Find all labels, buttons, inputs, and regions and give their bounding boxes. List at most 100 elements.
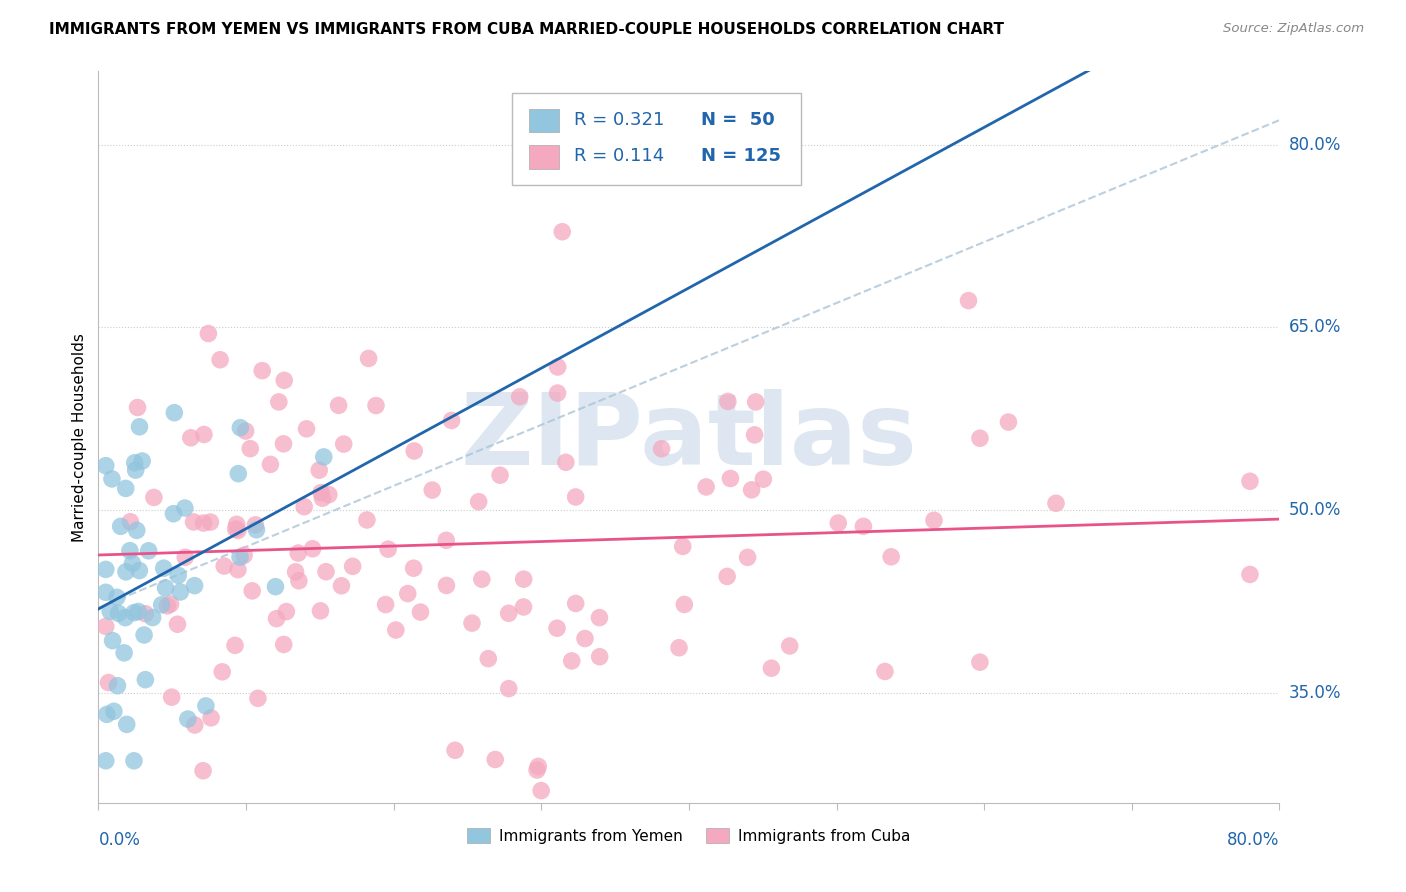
Point	[121, 557, 143, 571]
Point	[200, 711, 222, 725]
Point	[301, 541, 323, 556]
Text: Source: ZipAtlas.com: Source: ZipAtlas.com	[1223, 22, 1364, 36]
Point	[546, 621, 568, 635]
Point	[489, 468, 512, 483]
Point	[276, 605, 298, 619]
Point	[167, 568, 190, 582]
Point	[467, 494, 489, 508]
Point	[118, 543, 141, 558]
Point	[197, 326, 219, 341]
Point	[226, 467, 249, 481]
Point	[169, 585, 191, 599]
Point	[287, 546, 309, 560]
Point	[512, 599, 534, 614]
Y-axis label: Married-couple Households: Married-couple Households	[72, 333, 87, 541]
Point	[177, 712, 200, 726]
Point	[124, 463, 146, 477]
Text: 35.0%: 35.0%	[1289, 684, 1341, 702]
Point	[377, 542, 399, 557]
Point	[134, 607, 156, 621]
Point	[159, 597, 181, 611]
Point	[969, 431, 991, 445]
Point	[267, 395, 290, 409]
Point	[273, 437, 295, 451]
Point	[672, 540, 695, 554]
Point	[404, 444, 426, 458]
Point	[225, 522, 247, 536]
Point	[128, 564, 150, 578]
Point	[309, 604, 332, 618]
Point	[498, 607, 520, 621]
Point	[229, 550, 252, 565]
Point	[173, 501, 195, 516]
Point	[156, 599, 179, 613]
Text: 50.0%: 50.0%	[1289, 501, 1341, 519]
Point	[225, 517, 247, 532]
Point	[212, 559, 235, 574]
Point	[554, 455, 576, 469]
Point	[122, 606, 145, 620]
Point	[96, 707, 118, 722]
Point	[112, 646, 135, 660]
Point	[312, 450, 335, 464]
Point	[695, 480, 717, 494]
Point	[509, 390, 531, 404]
Point	[162, 507, 184, 521]
Point	[589, 649, 612, 664]
Point	[101, 472, 124, 486]
Point	[94, 585, 117, 599]
Point	[471, 572, 494, 586]
Point	[744, 395, 766, 409]
Point	[142, 610, 165, 624]
Point	[150, 598, 173, 612]
Point	[226, 524, 249, 538]
Point	[402, 561, 425, 575]
Point	[124, 456, 146, 470]
Bar	[530, 145, 560, 169]
Point	[969, 655, 991, 669]
Point	[873, 665, 896, 679]
Point	[115, 565, 138, 579]
Text: N =  50: N = 50	[700, 111, 775, 128]
Point	[588, 610, 610, 624]
Point	[180, 431, 202, 445]
Point	[880, 549, 903, 564]
Point	[264, 580, 287, 594]
Point	[101, 633, 124, 648]
Legend: Immigrants from Yemen, Immigrants from Cuba: Immigrants from Yemen, Immigrants from C…	[461, 822, 917, 850]
Text: N = 125: N = 125	[700, 147, 780, 165]
Point	[526, 763, 548, 777]
Point	[741, 483, 763, 497]
Point	[385, 623, 408, 637]
Point	[127, 605, 149, 619]
Point	[332, 437, 354, 451]
Point	[163, 406, 186, 420]
Point	[114, 482, 136, 496]
Point	[434, 533, 457, 548]
Point	[273, 638, 295, 652]
Point	[193, 516, 215, 530]
Point	[246, 691, 269, 706]
Point	[94, 458, 117, 473]
Point	[330, 579, 353, 593]
Point	[396, 586, 419, 600]
Point	[484, 752, 506, 766]
Point	[827, 516, 849, 530]
Point	[574, 632, 596, 646]
Point	[211, 665, 233, 679]
Point	[200, 515, 222, 529]
Point	[308, 463, 330, 477]
Point	[120, 515, 142, 529]
Text: 0.0%: 0.0%	[98, 830, 141, 848]
Point	[94, 619, 117, 633]
Point	[273, 373, 295, 387]
Point	[250, 364, 273, 378]
Point	[142, 491, 165, 505]
Point	[547, 386, 569, 401]
Point	[673, 598, 696, 612]
Point	[160, 690, 183, 705]
Point	[551, 225, 574, 239]
Point	[444, 743, 467, 757]
Point	[356, 513, 378, 527]
Point	[115, 717, 138, 731]
